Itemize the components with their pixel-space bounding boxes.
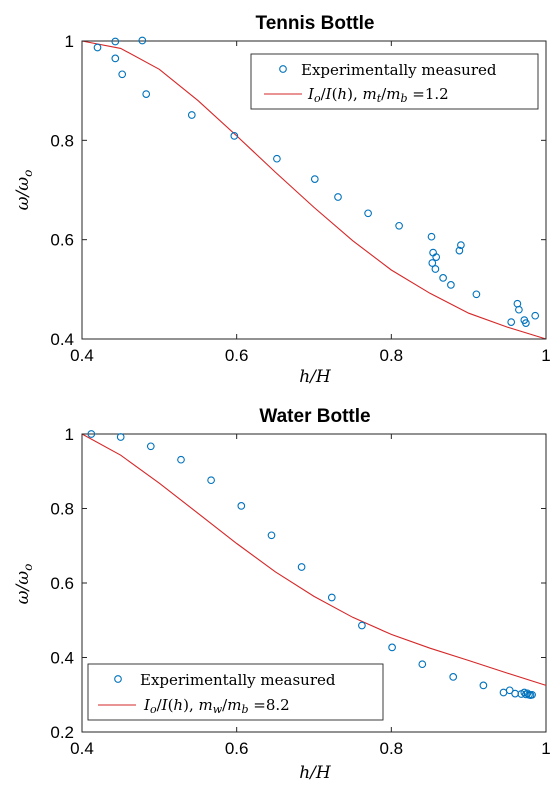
y-tick-label: 1 [65, 32, 74, 51]
data-point-measured [499, 688, 508, 697]
data-point-measured [472, 290, 481, 299]
chart-water-bottle: Water Bottle 0.4 0.6 0.8 10.20.40.60.81 h/H… [13, 406, 551, 783]
svg-text:ω/ωo: ω/ωo [13, 170, 35, 211]
data-point-measured [142, 90, 151, 98]
axis-ticks: 0.4 0.6 0.8 1 0.4 0.6 0.8 1 [50, 32, 550, 365]
y-axis-label: ω/ωo [13, 564, 35, 605]
legend-label-fit: Io/I(h), mt/mb =1.2 [307, 85, 449, 105]
legend-marker-measured [114, 675, 122, 683]
data-point-measured [146, 442, 155, 451]
data-point-measured [138, 36, 147, 45]
legend: Experimentally measured Io/I(h), mt/mb =… [250, 53, 539, 110]
data-point-measured [455, 246, 464, 255]
x-tick-label: 1 [541, 346, 550, 365]
svg-text:ω/ωo: ω/ωo [13, 564, 35, 605]
data-point-measured [431, 265, 440, 273]
data-point-measured [177, 455, 185, 464]
data-point-measured [334, 193, 342, 201]
data-point-measured [327, 593, 336, 602]
data-point-measured [230, 132, 239, 140]
axis-ticks: 0.4 0.6 0.8 10.20.40.60.81 [50, 425, 550, 758]
data-point-measured [364, 209, 372, 218]
y-tick-label: 0.4 [50, 649, 74, 668]
data-point-measured [207, 476, 215, 485]
legend-box [250, 53, 539, 110]
data-point-measured [505, 686, 514, 695]
legend: Experimentally measured Io/I(h), mw/mb =… [87, 663, 384, 721]
y-tick-label: 0.2 [50, 723, 74, 742]
x-axis-label: h/H [299, 763, 332, 783]
data-point-measured [511, 689, 519, 698]
data-point-measured [358, 621, 366, 630]
data-point-measured [457, 241, 465, 249]
x-tick-label: 0.8 [380, 346, 404, 365]
chart-title: Water Bottle [259, 406, 370, 427]
data-point-measured [111, 54, 120, 63]
y-axis-label: ω/ωo [13, 170, 35, 211]
legend-label-fit: Io/I(h), mw/mb =8.2 [143, 696, 290, 716]
data-point-measured [237, 502, 246, 510]
data-point-measured [449, 673, 458, 681]
x-tick-label: 0.6 [225, 346, 249, 365]
data-point-measured [447, 281, 455, 289]
plot-marks [81, 36, 547, 340]
data-point-measured [507, 318, 516, 326]
data-point-measured [310, 175, 319, 183]
plot-marks [81, 430, 547, 699]
legend-marker-measured [279, 65, 287, 73]
x-tick-label: 0.4 [70, 739, 94, 758]
y-tick-label: 0.4 [50, 330, 74, 349]
data-point-measured [87, 430, 96, 438]
series-line-fit [81, 433, 547, 686]
data-point-measured [427, 232, 436, 241]
y-tick-label: 0.6 [50, 574, 74, 593]
series-line-fit [81, 40, 547, 340]
data-point-measured [522, 319, 530, 327]
x-tick-label: 0.6 [225, 739, 249, 758]
data-point-measured [297, 563, 306, 571]
data-point-measured [187, 111, 196, 119]
x-axis-label-text: h/H [299, 367, 332, 387]
data-point-measured [395, 221, 403, 230]
x-tick-label: 1 [541, 739, 550, 758]
data-point-measured [388, 643, 396, 652]
y-tick-label: 0.8 [50, 500, 74, 519]
data-point-measured [111, 37, 120, 46]
chart-title: Tennis Bottle [256, 13, 375, 34]
x-axis-label: h/H [299, 367, 332, 387]
data-point-measured [520, 688, 529, 697]
data-point-measured [93, 43, 102, 52]
data-point-measured [515, 305, 523, 314]
data-point-measured [118, 70, 127, 79]
data-point-measured [531, 311, 540, 320]
y-tick-label: 1 [65, 425, 74, 444]
data-point-measured [432, 253, 441, 261]
x-tick-label: 0.4 [70, 346, 94, 365]
x-axis-label-text: h/H [299, 763, 332, 783]
data-point-measured [428, 259, 437, 267]
x-tick-label: 0.8 [380, 739, 404, 758]
legend-label-measured: Experimentally measured [301, 61, 497, 79]
y-tick-label: 0.8 [50, 131, 74, 150]
data-point-measured [479, 681, 488, 690]
data-point-measured [267, 531, 276, 540]
legend-box [87, 663, 384, 721]
y-tick-label: 0.6 [50, 231, 74, 250]
data-point-measured [439, 274, 447, 282]
data-point-measured [273, 154, 281, 163]
data-point-measured [528, 690, 536, 699]
plot-frame [81, 40, 547, 340]
data-point-measured [418, 660, 427, 669]
legend-label-measured: Experimentally measured [140, 671, 336, 689]
chart-tennis-bottle: Tennis Bottle 0.4 0.6 0.8 1 0.4 0.6 0.8 1 h/H ω… [13, 13, 551, 387]
data-point-measured [116, 433, 125, 441]
